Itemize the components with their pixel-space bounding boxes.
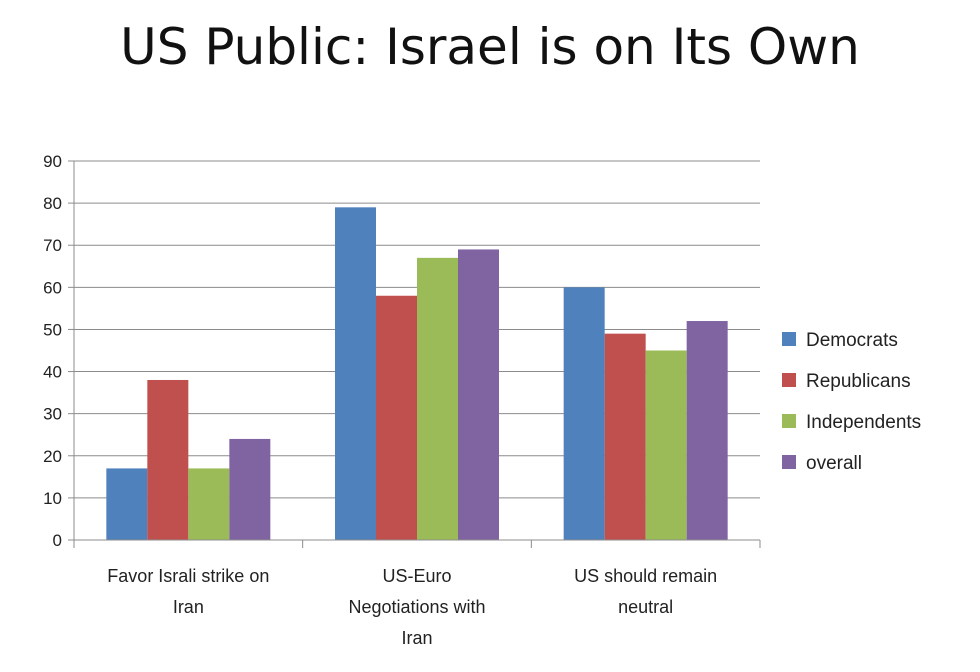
x-category-label: US should remain [574,566,717,586]
y-tick-label: 10 [43,489,62,508]
bar-overall-0 [229,438,271,540]
legend: Democrats Republicans Independents overall [782,330,921,474]
bar-democrats-0 [106,468,148,540]
bar-democrats-1 [335,207,376,541]
legend-label-republicans: Republicans [806,371,911,392]
x-category-label: neutral [618,597,673,617]
y-tick-label: 0 [53,531,62,550]
y-tick-label: 40 [43,363,62,382]
bar-independents-0 [188,468,230,540]
y-tick-label: 30 [43,405,62,424]
x-category-label: Iran [401,628,432,648]
y-tick-label: 80 [43,194,62,213]
bar-independents-1 [417,257,458,540]
page-title: US Public: Israel is on Its Own [120,18,860,76]
legend-label-democrats: Democrats [806,330,898,351]
legend-swatch-overall [782,455,796,469]
bar-independents-2 [645,350,687,540]
legend-label-independents: Independents [806,412,921,433]
bar-overall-1 [458,249,499,540]
bar-republicans-2 [604,333,646,540]
legend-swatch-republicans [782,373,796,387]
legend-label-overall: overall [806,453,862,474]
y-tick-label: 60 [43,278,62,297]
bar-republicans-0 [147,379,189,540]
y-tick-label: 70 [43,236,62,255]
bar-republicans-1 [376,295,417,540]
y-tick-label: 20 [43,447,62,466]
x-category-label: Iran [173,597,204,617]
legend-swatch-independents [782,414,796,428]
x-category-label: US-Euro [382,566,451,586]
legend-swatch-democrats [782,332,796,346]
x-category-label: Favor Israli strike on [107,566,269,586]
x-category-label: Negotiations with [348,597,485,617]
bar-overall-2 [686,321,728,540]
bar-democrats-2 [563,287,605,540]
bars [106,207,728,541]
y-tick-label: 50 [43,320,62,339]
y-axis: 0 10 20 30 40 50 60 70 80 90 [43,152,75,550]
y-tick-label: 90 [43,152,62,171]
x-axis: Favor Israli strike on Iran US-Euro Negotia… [73,539,761,648]
